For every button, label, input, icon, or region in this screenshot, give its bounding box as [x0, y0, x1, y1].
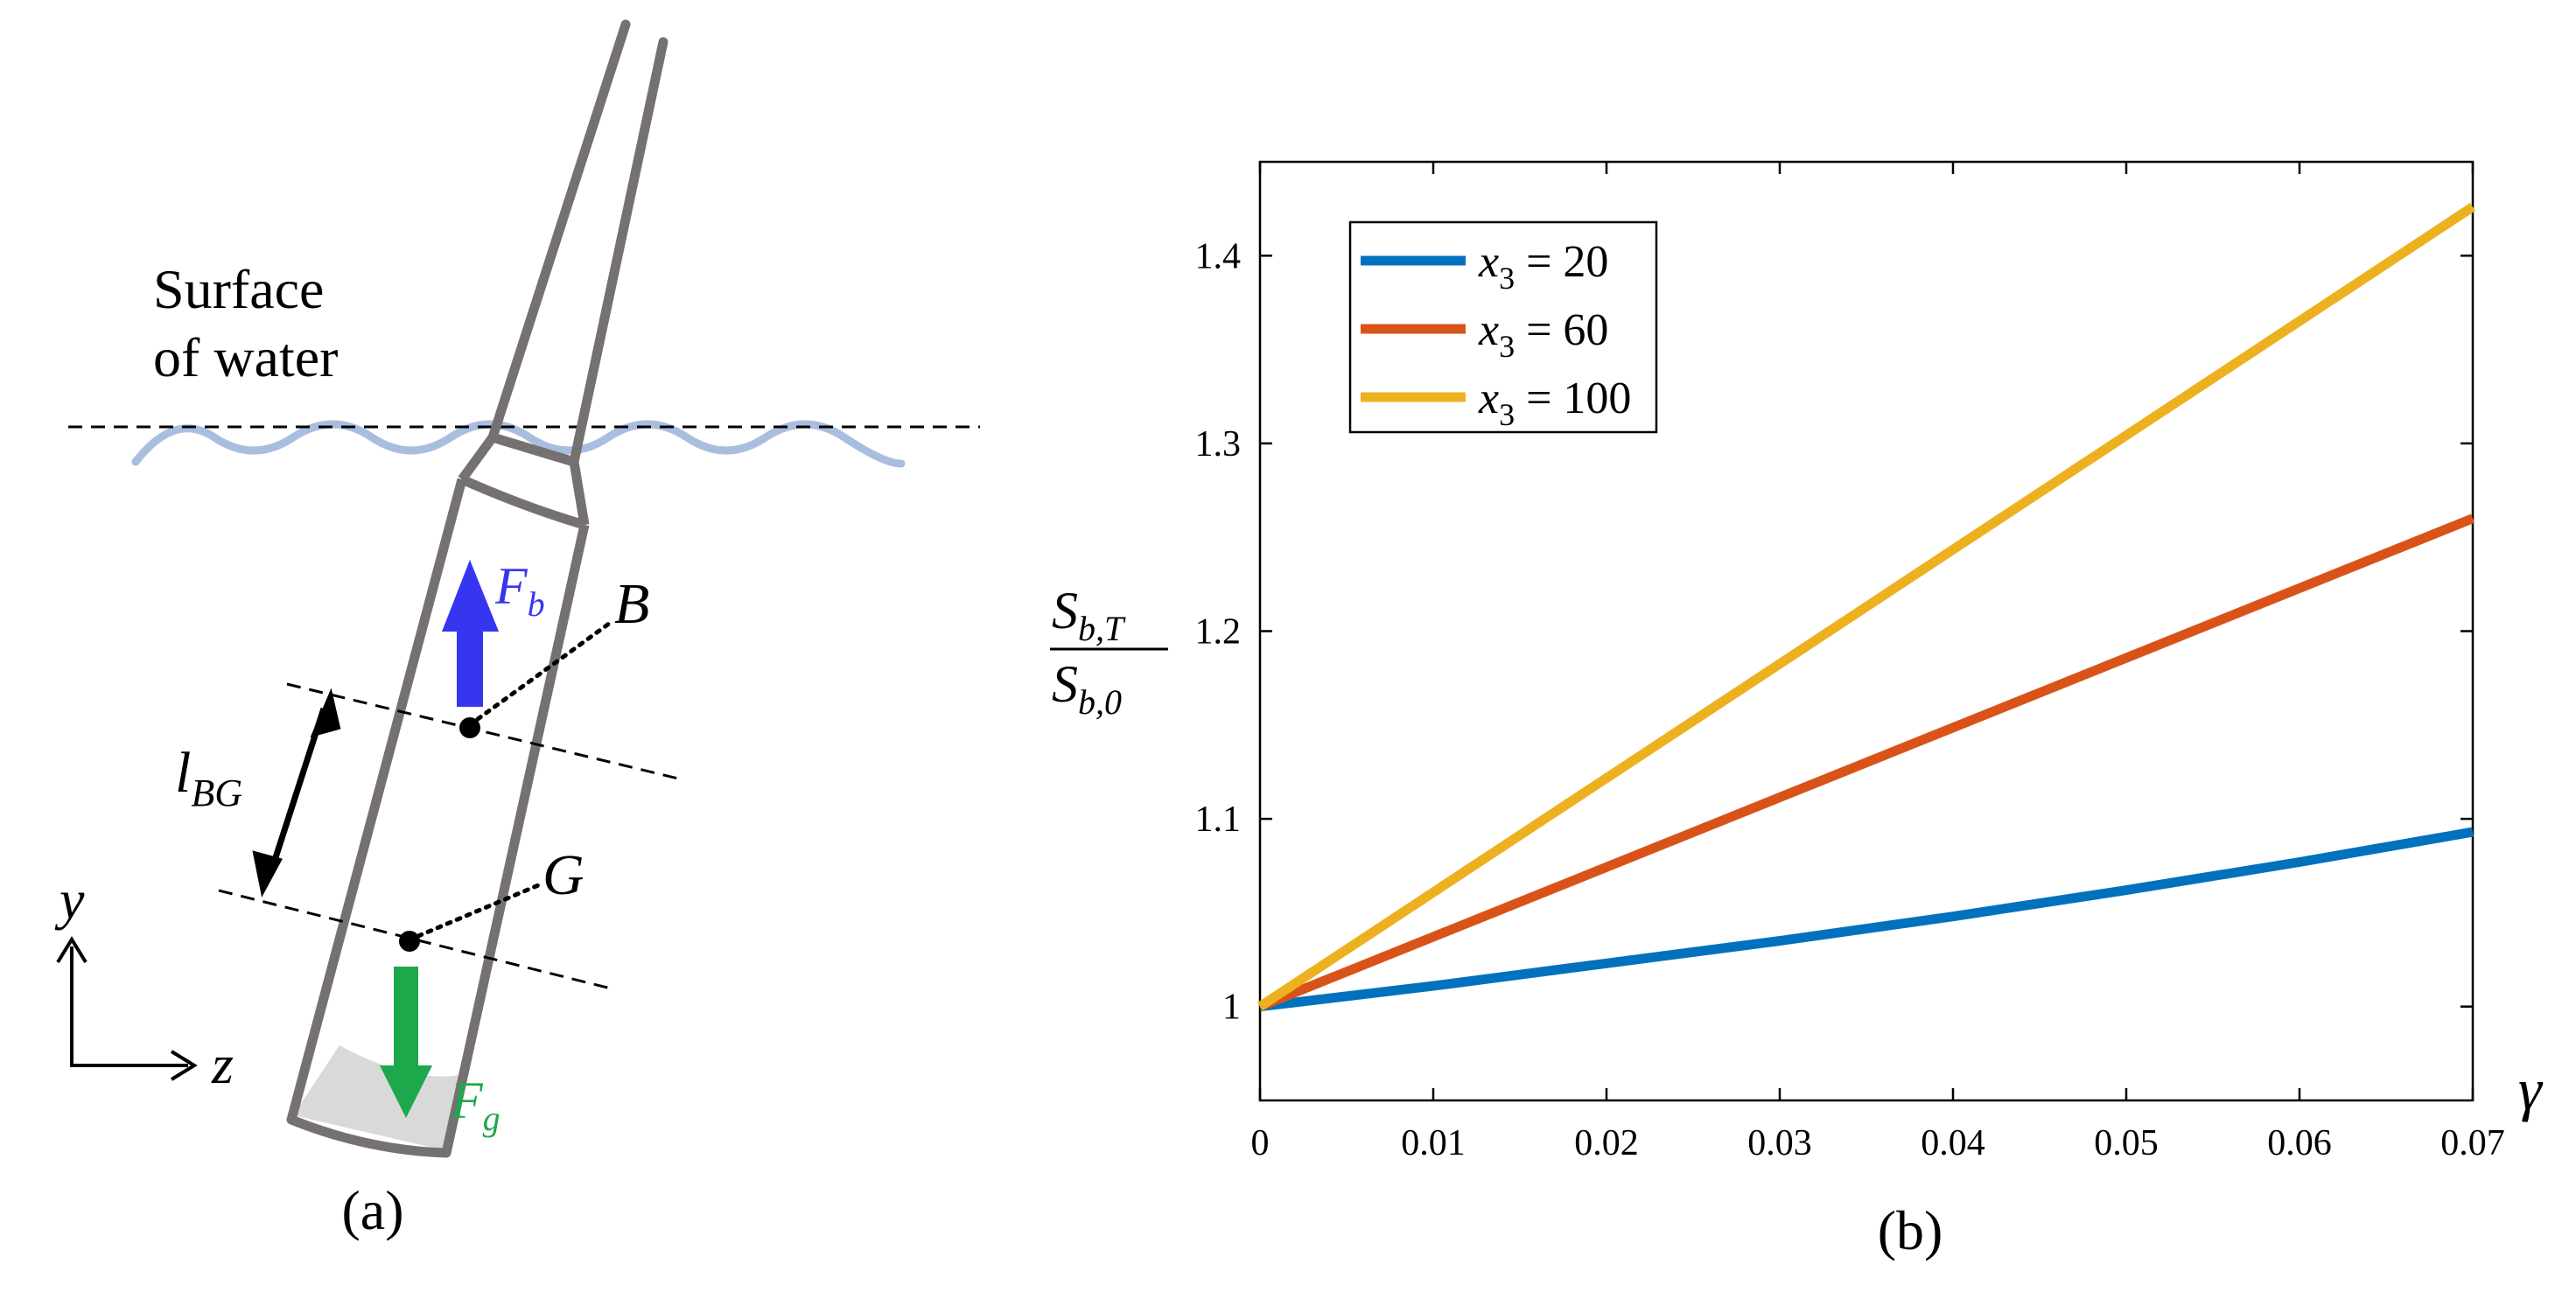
water-wave: [131, 420, 906, 468]
x-tick-label: 0.05: [2094, 1123, 2159, 1163]
z-axis-arrowhead: [170, 1050, 198, 1081]
buoyancy-arrow-shaft: [457, 628, 483, 707]
point-b-label: B: [614, 572, 649, 636]
y-tick-label: 1.2: [1195, 612, 1242, 653]
y-tick-label: 1.4: [1195, 236, 1242, 276]
tower-right-edge: [569, 37, 668, 467]
buoyancy-force-label: Fb: [494, 557, 545, 624]
surface-label-line1: Surface: [153, 258, 324, 320]
x-tick-label: 0.02: [1574, 1123, 1639, 1163]
lbg-arrowhead-top: [310, 688, 341, 738]
y-axis-label: y: [54, 869, 85, 931]
lbg-arrowhead-bottom: [252, 850, 283, 897]
x-tick-label: 0.07: [2440, 1123, 2505, 1163]
x-ticks: 0 0.01 0.02 0.03 0.04 0.05 0.06 0.07: [1251, 162, 2505, 1163]
x-tick-label: 0.06: [2267, 1123, 2332, 1163]
gravity-arrow-shaft: [394, 967, 418, 1072]
tower-left-edge: [487, 19, 631, 443]
lbg-arrow: [266, 707, 327, 878]
y-axis-arrowhead: [56, 936, 88, 964]
x-tick-label: 0.03: [1747, 1123, 1812, 1163]
transition-ring: [491, 432, 576, 467]
hull-top-rim: [459, 474, 586, 530]
ballast: [293, 1045, 466, 1150]
legend-label-1: x3 = 20: [1478, 237, 1608, 296]
x-tick-label: 0: [1251, 1123, 1270, 1163]
panel-b: 0 0.01 0.02 0.03 0.04 0.05 0.06 0.07 1 1.1 1.2 1.3…: [1050, 160, 2544, 1261]
series-line-3: [1256, 202, 2476, 1011]
spar-hull: [286, 478, 590, 1158]
series-line-1: [1259, 827, 2474, 1012]
point-b-marker: [459, 717, 480, 738]
legend-label-3: x3 = 100: [1478, 374, 1631, 432]
panel-a-caption: (a): [341, 1179, 403, 1241]
z-axis-label: z: [211, 1033, 234, 1095]
point-g-marker: [399, 931, 420, 952]
y-tick-label: 1.3: [1195, 424, 1242, 464]
panel-b-caption: (b): [1878, 1199, 1943, 1261]
y-label-denominator: Sb,0: [1052, 655, 1122, 722]
gravity-arrow-head: [380, 1065, 432, 1118]
legend-items: x3 = 20 x3 = 60 x3 = 100: [1361, 237, 1631, 432]
y-tick-label: 1.1: [1195, 800, 1242, 840]
y-tick-label: 1: [1222, 988, 1241, 1028]
point-b-leader: [475, 618, 615, 722]
buoyancy-arrow-head: [442, 560, 499, 632]
lbg-label: lBG: [175, 741, 242, 814]
point-g-label: G: [542, 843, 584, 907]
series-lines: [1256, 202, 2476, 1012]
x-tick-label: 0.04: [1921, 1123, 1985, 1163]
series-line-2: [1257, 513, 2475, 1011]
surface-label-line2: of water: [153, 326, 338, 388]
gravity-force-label: Fg: [450, 1072, 500, 1138]
legend-label-2: x3 = 60: [1478, 305, 1608, 364]
y-ticks: 1 1.1 1.2 1.3 1.4: [1195, 236, 2473, 1028]
panel-a: lBG Fb B G Fg y z Surface of water (a): [54, 19, 980, 1241]
y-label-numerator: Sb,T: [1052, 582, 1126, 648]
point-g-leader: [416, 881, 545, 939]
x-axis-label: γ: [2518, 1056, 2544, 1122]
x-tick-label: 0.01: [1401, 1123, 1466, 1163]
